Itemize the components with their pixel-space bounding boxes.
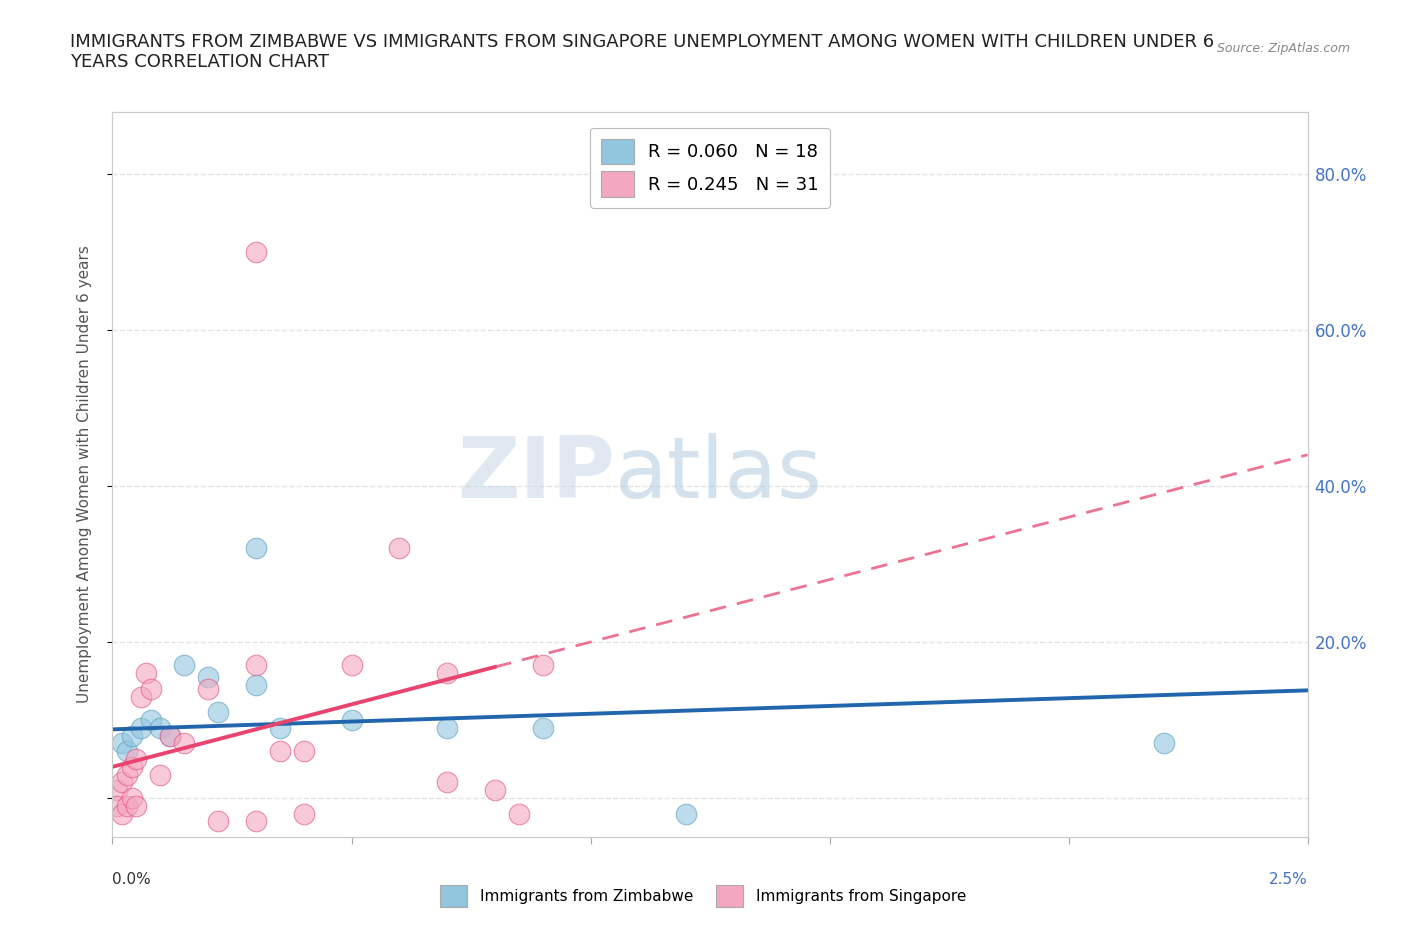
Point — [292, 744, 315, 759]
Point — [111, 806, 134, 821]
Point — [245, 245, 267, 259]
Point — [129, 689, 152, 704]
Point — [675, 806, 697, 821]
Point — [436, 666, 458, 681]
Point — [139, 712, 162, 727]
Y-axis label: Unemployment Among Women with Children Under 6 years: Unemployment Among Women with Children U… — [77, 246, 91, 703]
Point — [245, 677, 267, 692]
Point — [245, 814, 267, 829]
Point — [245, 541, 267, 556]
Point — [269, 744, 291, 759]
Point — [121, 728, 143, 743]
Point — [1153, 736, 1175, 751]
Point — [340, 658, 363, 672]
Point — [197, 670, 219, 684]
Point — [135, 666, 157, 681]
Point — [149, 767, 172, 782]
Text: Source: ZipAtlas.com: Source: ZipAtlas.com — [1216, 42, 1350, 55]
Legend: Immigrants from Zimbabwe, Immigrants from Singapore: Immigrants from Zimbabwe, Immigrants fro… — [434, 879, 972, 913]
Point — [269, 721, 291, 736]
Point — [197, 682, 219, 697]
Legend: R = 0.060   N = 18, R = 0.245   N = 31: R = 0.060 N = 18, R = 0.245 N = 31 — [591, 128, 830, 208]
Point — [207, 814, 229, 829]
Point — [508, 806, 530, 821]
Point — [121, 790, 143, 805]
Point — [207, 705, 229, 720]
Point — [245, 658, 267, 672]
Point — [125, 798, 148, 813]
Point — [105, 798, 128, 813]
Point — [111, 736, 134, 751]
Point — [436, 721, 458, 736]
Point — [121, 760, 143, 775]
Text: IMMIGRANTS FROM ZIMBABWE VS IMMIGRANTS FROM SINGAPORE UNEMPLOYMENT AMONG WOMEN W: IMMIGRANTS FROM ZIMBABWE VS IMMIGRANTS F… — [70, 33, 1215, 72]
Point — [149, 721, 172, 736]
Point — [173, 658, 195, 672]
Point — [129, 721, 152, 736]
Point — [105, 783, 128, 798]
Point — [292, 806, 315, 821]
Point — [115, 798, 138, 813]
Text: ZIP: ZIP — [457, 432, 614, 516]
Point — [115, 767, 138, 782]
Point — [531, 721, 554, 736]
Point — [159, 728, 181, 743]
Point — [125, 751, 148, 766]
Point — [436, 775, 458, 790]
Text: 2.5%: 2.5% — [1268, 871, 1308, 887]
Point — [173, 736, 195, 751]
Point — [531, 658, 554, 672]
Point — [159, 728, 181, 743]
Point — [115, 744, 138, 759]
Point — [484, 783, 506, 798]
Point — [388, 541, 411, 556]
Point — [139, 682, 162, 697]
Point — [340, 712, 363, 727]
Point — [111, 775, 134, 790]
Text: 0.0%: 0.0% — [112, 871, 152, 887]
Text: atlas: atlas — [614, 432, 823, 516]
